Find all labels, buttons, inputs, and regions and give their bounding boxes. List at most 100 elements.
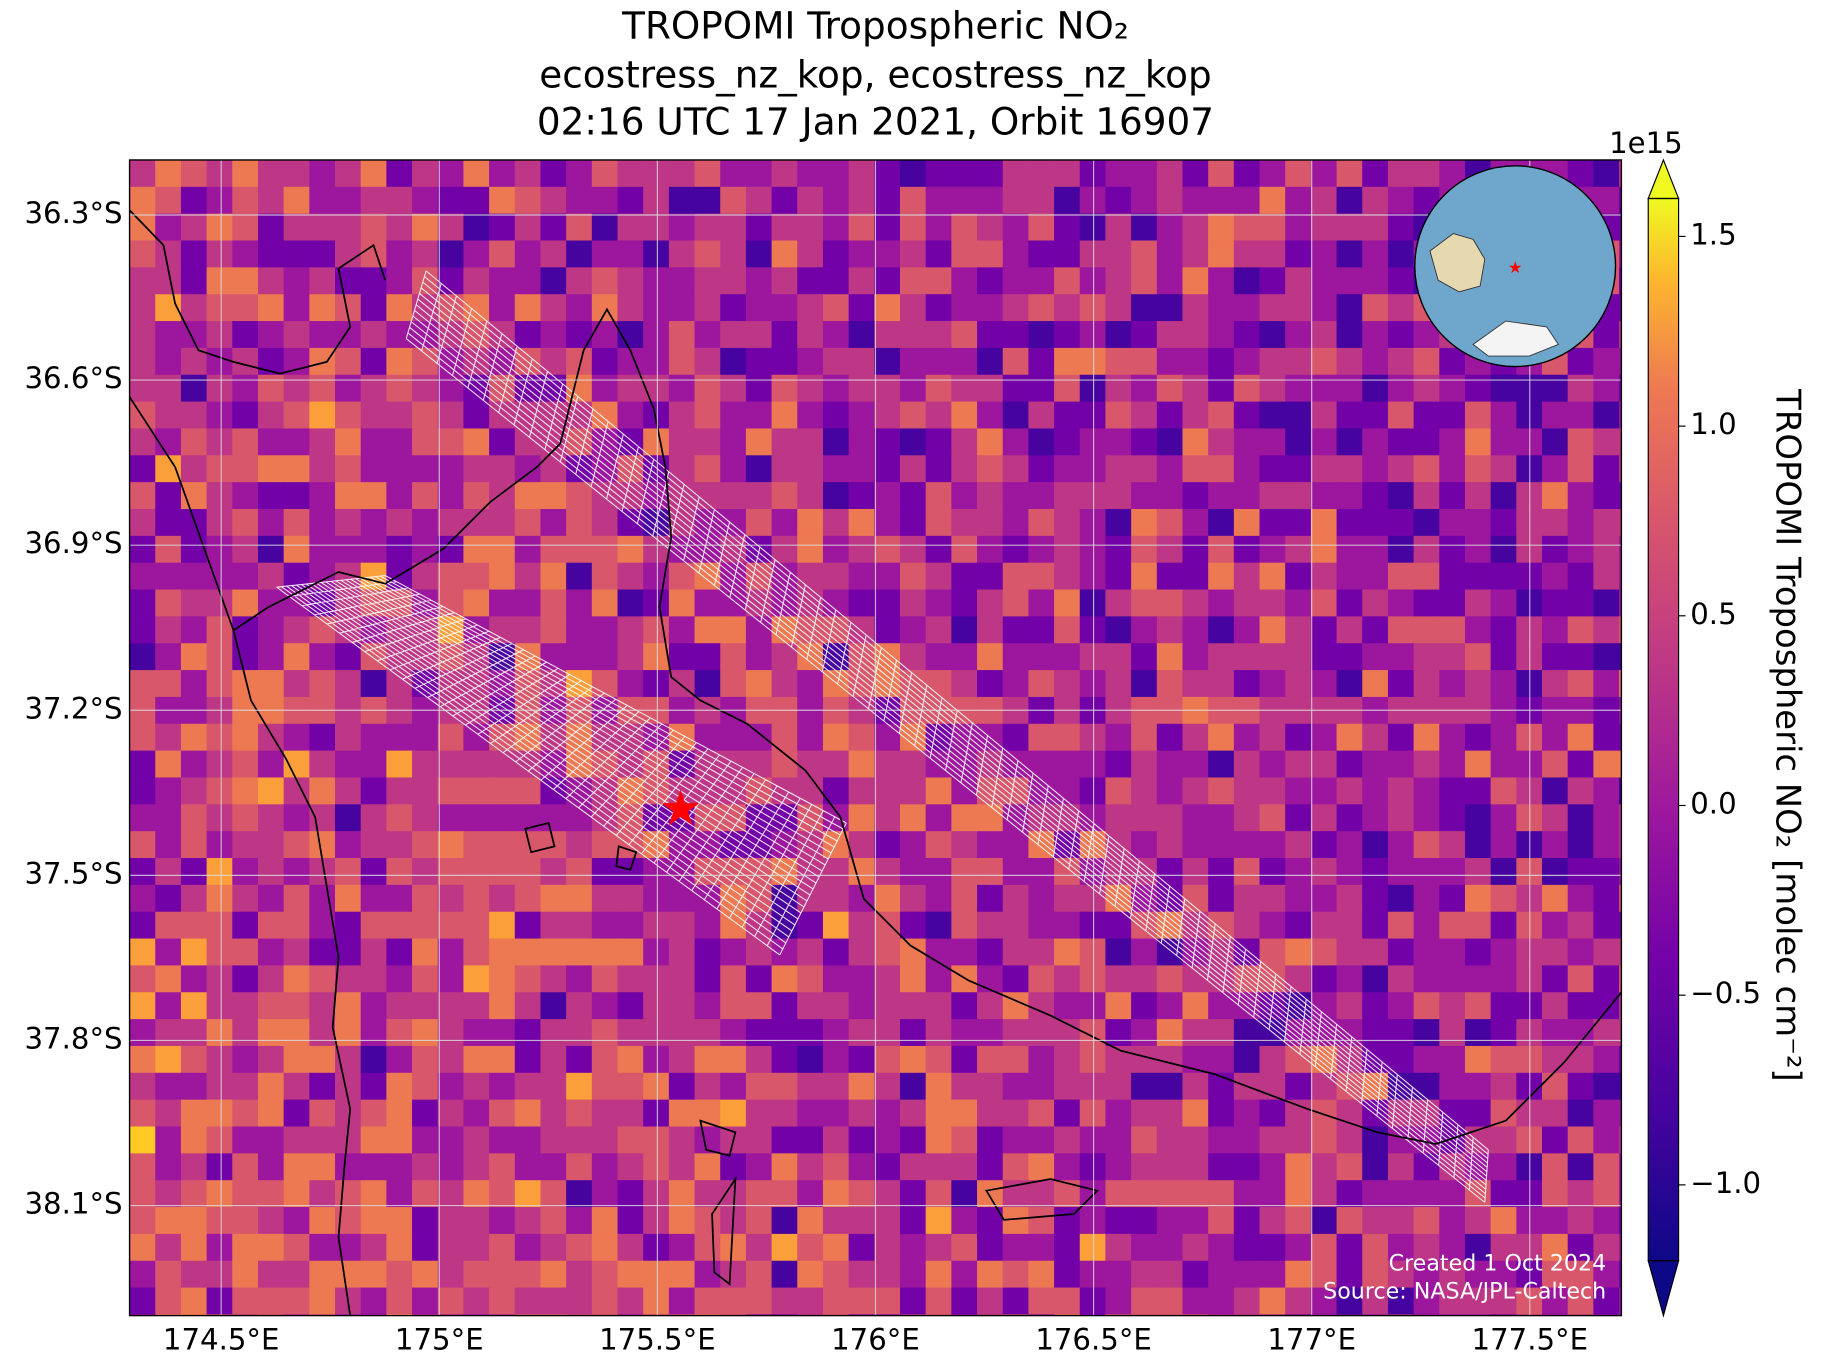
pixel [1362, 1260, 1389, 1289]
pixel [1362, 294, 1389, 322]
pixel [386, 159, 413, 188]
pixel [617, 1045, 644, 1074]
pixel [822, 1233, 850, 1262]
pixel [386, 482, 413, 510]
pixel [1619, 428, 1622, 456]
pixel [874, 294, 901, 322]
pixel [668, 1233, 696, 1262]
pixel [232, 1126, 259, 1154]
pixel [977, 589, 1004, 617]
pixel [1439, 1045, 1466, 1074]
pixel [899, 858, 927, 886]
pixel [1208, 723, 1235, 752]
pixel [745, 186, 773, 215]
pixel [1079, 240, 1107, 268]
pixel [1079, 750, 1107, 779]
pixel [155, 858, 182, 886]
pixel [591, 589, 619, 617]
pixel [566, 1287, 593, 1316]
pixel [1362, 562, 1389, 591]
pixel [643, 1260, 670, 1289]
pixel [1105, 213, 1132, 242]
pixel [668, 294, 696, 322]
pixel [540, 562, 567, 591]
pixel [1156, 1287, 1184, 1316]
pixel [1131, 670, 1158, 698]
pixel [129, 186, 156, 215]
pixel [335, 347, 362, 376]
pixel [1259, 1207, 1286, 1235]
pixel [232, 831, 259, 859]
pixel [1439, 804, 1466, 832]
pixel [1105, 1260, 1132, 1289]
pixel [720, 401, 747, 430]
pixel [771, 1233, 798, 1262]
pixel [1285, 213, 1312, 242]
pixel [540, 401, 567, 430]
pixel [951, 1019, 978, 1047]
pixel [257, 616, 285, 644]
pixel [1464, 643, 1492, 671]
pixel [951, 321, 978, 349]
pixel [977, 401, 1004, 430]
pixel [412, 401, 439, 430]
pixel [283, 321, 310, 349]
pixel [1002, 535, 1029, 564]
pixel [309, 374, 336, 403]
pixel [951, 965, 978, 993]
pixel [386, 508, 413, 537]
pixel [1413, 884, 1440, 913]
pixel [335, 992, 362, 1020]
pixel [232, 1287, 259, 1316]
pixel [1542, 911, 1569, 940]
pixel [899, 1045, 927, 1074]
pixel [129, 1233, 156, 1262]
pixel [1156, 240, 1184, 268]
pixel [1567, 428, 1594, 456]
pixel [1054, 1260, 1081, 1289]
pixel [232, 1180, 259, 1208]
pixel [797, 401, 824, 430]
x-tick-label: 176.5°E [1035, 1322, 1152, 1356]
pixel [874, 831, 901, 859]
pixel [1079, 1233, 1107, 1262]
pixel [129, 670, 156, 698]
pixel [899, 428, 927, 456]
pixel [335, 508, 362, 537]
pixel [283, 374, 310, 403]
pixel [386, 1260, 413, 1289]
pixel [1619, 643, 1622, 671]
pixel [899, 240, 927, 268]
pixel [360, 1314, 387, 1316]
coastline [129, 209, 387, 375]
pixel [412, 965, 439, 993]
pixel [668, 589, 696, 617]
pixel [1054, 374, 1081, 403]
pixel [1105, 1207, 1132, 1235]
pixel [643, 1180, 670, 1208]
pixel [180, 938, 208, 966]
pixel [437, 1099, 465, 1128]
pixel [1619, 186, 1622, 215]
pixel [745, 482, 773, 510]
pixel [1182, 1099, 1209, 1128]
pixel [745, 1207, 773, 1235]
pixel [1619, 1045, 1622, 1074]
pixel [643, 240, 670, 268]
pixel [360, 482, 387, 510]
pixel [1542, 1072, 1569, 1101]
pixel [797, 1207, 824, 1235]
pixel [540, 1099, 567, 1128]
pixel [1567, 455, 1594, 483]
pixel [412, 159, 439, 188]
pixel [206, 455, 233, 483]
pixel [899, 911, 927, 940]
pixel [668, 562, 696, 591]
pixel [206, 1207, 233, 1235]
pixel [437, 1072, 465, 1101]
pixel [1002, 401, 1029, 430]
pixel [1619, 750, 1622, 779]
pixel [1387, 562, 1415, 591]
pixel [1156, 347, 1184, 376]
pixel [1054, 508, 1081, 537]
